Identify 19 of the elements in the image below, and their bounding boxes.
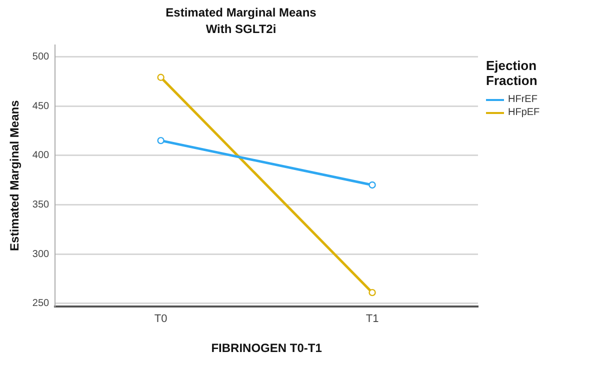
- y-tick-label: 400: [32, 150, 50, 162]
- point: [157, 74, 164, 81]
- legend-title: Ejection Fraction: [486, 58, 538, 88]
- point: [368, 288, 376, 296]
- point: [157, 136, 164, 144]
- y-tick-label: 300: [32, 248, 50, 260]
- y-tick-label: 450: [32, 100, 50, 112]
- x-axis-title: FIBRINOGEN T0-T1: [211, 341, 322, 356]
- x-tick-label: T0: [154, 313, 168, 326]
- x-tick-label: T1: [366, 313, 379, 326]
- y-axis-title: Estimated Marginal Means: [8, 100, 22, 251]
- chart-title: Estimated Marginal Means: [166, 6, 317, 20]
- point: [368, 181, 376, 189]
- legend-label: HFpEF: [508, 107, 540, 118]
- y-tick-label: 350: [32, 199, 50, 210]
- legend-label: HFrEF: [508, 94, 538, 105]
- chart-subtitle: With SGLT2i: [206, 22, 276, 36]
- y-tick-label: 250: [32, 298, 50, 310]
- y-tick-label: 500: [32, 51, 50, 62]
